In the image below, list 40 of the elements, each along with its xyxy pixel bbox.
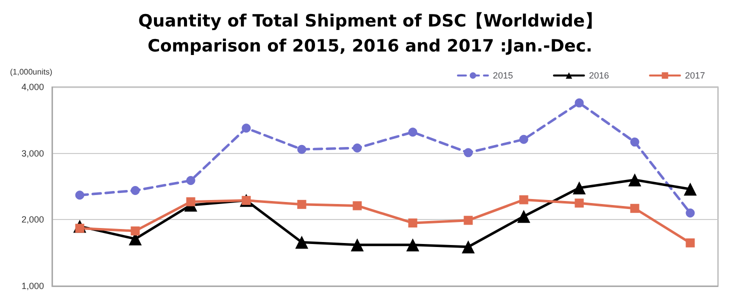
y-axis-title: (1,000units) (10, 68, 53, 76)
point (684, 182, 697, 196)
point (408, 218, 418, 228)
point (572, 181, 586, 194)
point (297, 200, 306, 209)
point (519, 195, 528, 204)
point (130, 186, 140, 195)
y-tick-label: 4,000 (21, 82, 44, 92)
legend-label: 2015 (492, 70, 513, 80)
point (574, 198, 584, 208)
point (130, 226, 140, 236)
point (517, 210, 530, 223)
point (464, 216, 473, 225)
point (464, 148, 473, 158)
point (297, 144, 306, 154)
point (519, 134, 528, 144)
chart-subtitle: Comparison of 2015, 2016 and 2017 :Jan.-Dec. (148, 36, 592, 56)
point (406, 238, 420, 252)
point (295, 236, 308, 249)
legend-label: 2017 (684, 70, 706, 80)
point (186, 197, 196, 206)
y-tick-label: 1,000 (21, 281, 44, 291)
point (350, 238, 364, 252)
point (630, 138, 640, 147)
point (186, 176, 196, 186)
point (686, 208, 695, 218)
legend-label: 2016 (588, 70, 609, 80)
point (408, 128, 418, 137)
point (630, 204, 640, 213)
point (686, 238, 695, 248)
point (242, 124, 251, 133)
point (75, 190, 84, 200)
point (462, 240, 475, 254)
chart-title: Quantity of Total Shipment of DSC【Worldwide】 (138, 12, 602, 32)
point (352, 201, 362, 210)
y-tick-label: 2,000 (21, 214, 44, 225)
point (574, 98, 584, 108)
y-tick-label: 3,000 (21, 148, 44, 158)
point (628, 173, 642, 186)
point (352, 144, 362, 153)
